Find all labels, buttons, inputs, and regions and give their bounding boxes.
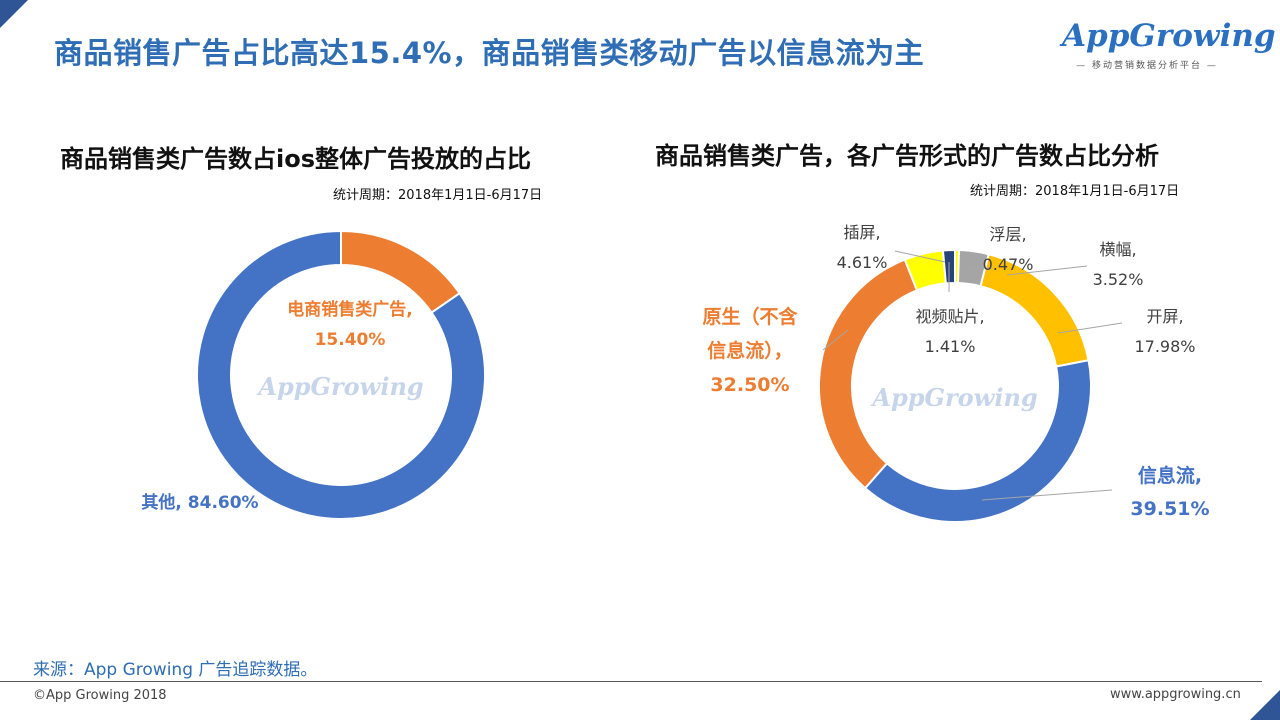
slice-label-开屏: 开屏,	[1146, 307, 1183, 326]
slice-label-信息流: 39.51%	[1130, 498, 1209, 520]
slice-label-电商销售类广告: 电商销售类广告,	[287, 299, 412, 320]
source-note: 来源：App Growing 广告追踪数据。	[33, 660, 318, 680]
right-chart-title: 商品销售类广告，各广告形式的广告数占比分析	[655, 142, 1159, 170]
slice-label-原生-不含信息流: 信息流），	[707, 339, 793, 362]
slice-label-插屏: 插屏,	[843, 223, 880, 242]
slice-label-浮层: 浮层,	[989, 225, 1026, 244]
slice-label-电商销售类广告: 15.40%	[315, 330, 386, 350]
leader-line	[822, 329, 849, 351]
slice-label-插屏: 4.61%	[837, 253, 888, 272]
right-chart-period: 统计周期：2018年1月1日-6月17日	[970, 184, 1180, 199]
leader-line	[1057, 322, 1123, 334]
donut-slice-原生-不含信息流	[818, 258, 919, 490]
left-chart-title: 商品销售类广告数占ios整体广告投放的占比	[60, 145, 531, 173]
slice-label-原生-不含信息流: 32.50%	[710, 374, 789, 396]
slice-label-原生-不含信息流: 原生（不含	[702, 305, 798, 328]
logo-subtitle: — 移动营销数据分析平台 —	[1076, 61, 1218, 71]
leader-line	[1006, 265, 1088, 276]
right-donut-chart: AppGrowing 浮层, 0.47% 横幅, 3.52%开屏, 17.98% 信息流, 3…	[702, 223, 1210, 523]
slice-label-浮层: 0.47%	[983, 255, 1034, 274]
leader-line	[894, 250, 946, 263]
copyright: ©App Growing 2018	[33, 688, 167, 703]
left-chart-period: 统计周期：2018年1月1日-6月17日	[333, 188, 543, 203]
left-donut-chart: AppGrowing 电商销售类广告, 15.40% 其他, 84.60%	[141, 229, 486, 520]
slice-label-横幅: 3.52%	[1093, 270, 1144, 289]
page-title: 商品销售广告占比高达15.4%，商品销售类移动广告以信息流为主	[54, 36, 925, 70]
slice-label-视频贴片: 视频贴片,	[915, 307, 984, 326]
slice-label-视频贴片: 1.41%	[925, 337, 976, 356]
slice-label-开屏: 17.98%	[1134, 337, 1195, 356]
corner-decoration	[1250, 690, 1280, 720]
footer-divider	[0, 681, 1262, 682]
watermark: AppGrowing	[870, 383, 1037, 412]
slice-label-横幅: 横幅,	[1099, 240, 1136, 259]
watermark: AppGrowing	[256, 372, 423, 401]
donut-slice-其他	[196, 229, 486, 520]
leader-line	[981, 489, 1113, 501]
slice-label-信息流: 信息流,	[1138, 464, 1202, 487]
website-link[interactable]: www.appgrowing.cn	[1110, 687, 1241, 702]
slice-label-其他: 其他, 84.60%	[141, 492, 258, 513]
corner-decoration	[0, 0, 28, 28]
